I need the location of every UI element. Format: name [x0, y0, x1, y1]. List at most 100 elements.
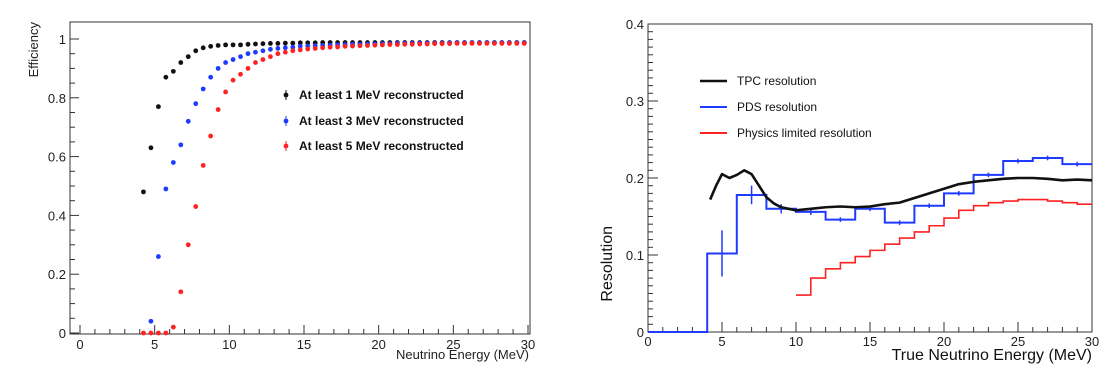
efficiency-point — [268, 46, 273, 52]
efficiency-point — [230, 57, 236, 62]
resolution-x-tick-label: 10 — [789, 334, 803, 349]
efficiency-point — [477, 41, 482, 46]
efficiency-point — [447, 41, 452, 47]
efficiency-point — [514, 41, 520, 46]
efficiency-point — [394, 42, 400, 47]
resolution-x-tick-label: 0 — [644, 334, 651, 349]
efficiency-point — [238, 71, 243, 77]
resolution-axis-ticks: 0 5 10 15 20 25 30 0 0.1 0.2 0.3 0.4 — [626, 17, 1099, 349]
efficiency-point — [320, 45, 326, 51]
efficiency-point — [230, 77, 236, 83]
resolution-y-tick-label: 0.2 — [626, 171, 644, 186]
efficiency-x-tick-label: 15 — [297, 337, 311, 352]
tpc-resolution-line — [708, 169, 1093, 212]
efficiency-point — [185, 118, 191, 124]
resolution-plot: 0 5 10 15 20 25 30 0 0.1 0.2 0.3 0.4 True Neutrino … — [599, 17, 1099, 364]
efficiency-point — [163, 74, 169, 80]
efficiency-point — [215, 66, 221, 71]
efficiency-point — [178, 142, 184, 148]
efficiency-point — [327, 44, 333, 50]
efficiency-point — [297, 47, 303, 53]
efficiency-series-2 — [148, 40, 527, 324]
efficiency-point — [417, 41, 423, 47]
efficiency-point — [156, 254, 161, 259]
resolution-y-tick-label: 0.1 — [626, 248, 644, 263]
efficiency-point — [215, 43, 221, 48]
efficiency-legend-marker — [283, 118, 289, 124]
efficiency-point — [260, 41, 266, 47]
resolution-y-tick-label: 0.3 — [626, 94, 644, 109]
efficiency-point — [141, 189, 146, 195]
efficiency-point — [350, 43, 355, 49]
efficiency-point — [260, 57, 266, 62]
efficiency-x-tick-label: 30 — [521, 337, 535, 352]
efficiency-point — [170, 324, 176, 330]
efficiency-point — [402, 41, 408, 47]
efficiency-x-tick-label: 0 — [76, 337, 83, 352]
efficiency-point — [282, 40, 288, 46]
efficiency-point — [223, 42, 229, 48]
efficiency-point — [170, 68, 176, 74]
efficiency-point — [156, 104, 161, 110]
efficiency-y-tick-label: 0.4 — [48, 208, 66, 223]
efficiency-point — [365, 43, 370, 48]
efficiency-point — [148, 318, 154, 324]
resolution-legend-label: Physics limited resolution — [737, 126, 872, 140]
efficiency-x-tick-label: 20 — [371, 337, 385, 352]
efficiency-y-tick-label: 0.6 — [48, 150, 66, 165]
efficiency-point — [253, 49, 258, 55]
efficiency-point — [439, 41, 445, 47]
efficiency-point — [200, 86, 206, 92]
efficiency-y-axis-label: Efficiency — [26, 22, 41, 78]
efficiency-axis-ticks: 0 5 10 15 20 25 30 0 0.2 0.4 0.6 0.8 1 — [48, 32, 535, 352]
efficiency-point — [335, 44, 340, 50]
efficiency-point — [238, 42, 243, 48]
efficiency-point — [253, 60, 258, 65]
efficiency-point — [245, 66, 251, 71]
efficiency-point — [312, 46, 318, 51]
resolution-legend-label: TPC resolution — [737, 74, 816, 88]
efficiency-x-tick-label: 5 — [151, 337, 158, 352]
efficiency-point — [409, 41, 415, 47]
efficiency-point — [275, 51, 281, 57]
efficiency-point — [268, 54, 273, 60]
efficiency-legend-label: At least 1 MeV reconstructed — [299, 88, 464, 102]
efficiency-point — [469, 41, 475, 46]
efficiency-point — [380, 42, 385, 48]
efficiency-point — [260, 48, 266, 54]
efficiency-point — [148, 145, 154, 151]
efficiency-point — [342, 43, 348, 49]
efficiency-point — [297, 43, 303, 49]
resolution-series — [648, 155, 1093, 333]
efficiency-point — [193, 101, 199, 107]
efficiency-legend-marker — [283, 143, 289, 149]
efficiency-point — [193, 204, 199, 209]
efficiency-point — [424, 41, 430, 47]
efficiency-legend-label: At least 5 MeV reconstructed — [299, 139, 464, 153]
efficiency-point — [268, 41, 273, 46]
resolution-legend: TPC resolution PDS resolution Physics limi… — [700, 74, 872, 140]
efficiency-y-tick-label: 0.2 — [48, 267, 66, 282]
efficiency-x-tick-label: 25 — [446, 337, 460, 352]
efficiency-point — [432, 41, 438, 47]
efficiency-point — [245, 51, 251, 57]
efficiency-point — [484, 41, 490, 46]
efficiency-point — [372, 42, 378, 48]
efficiency-point — [208, 133, 214, 139]
efficiency-legend-marker — [283, 92, 289, 98]
efficiency-point — [521, 41, 527, 46]
resolution-x-tick-label: 25 — [1011, 334, 1025, 349]
resolution-x-tick-label: 15 — [863, 334, 877, 349]
efficiency-point — [492, 41, 497, 46]
efficiency-plot-frame — [69, 21, 531, 335]
efficiency-point — [245, 41, 251, 47]
efficiency-point — [253, 41, 258, 47]
efficiency-point — [156, 330, 161, 336]
efficiency-point — [141, 330, 146, 336]
efficiency-point — [275, 46, 281, 51]
efficiency-points — [141, 40, 527, 336]
efficiency-point — [282, 49, 288, 55]
efficiency-x-axis-label: Neutrino Energy (MeV) — [396, 347, 529, 362]
